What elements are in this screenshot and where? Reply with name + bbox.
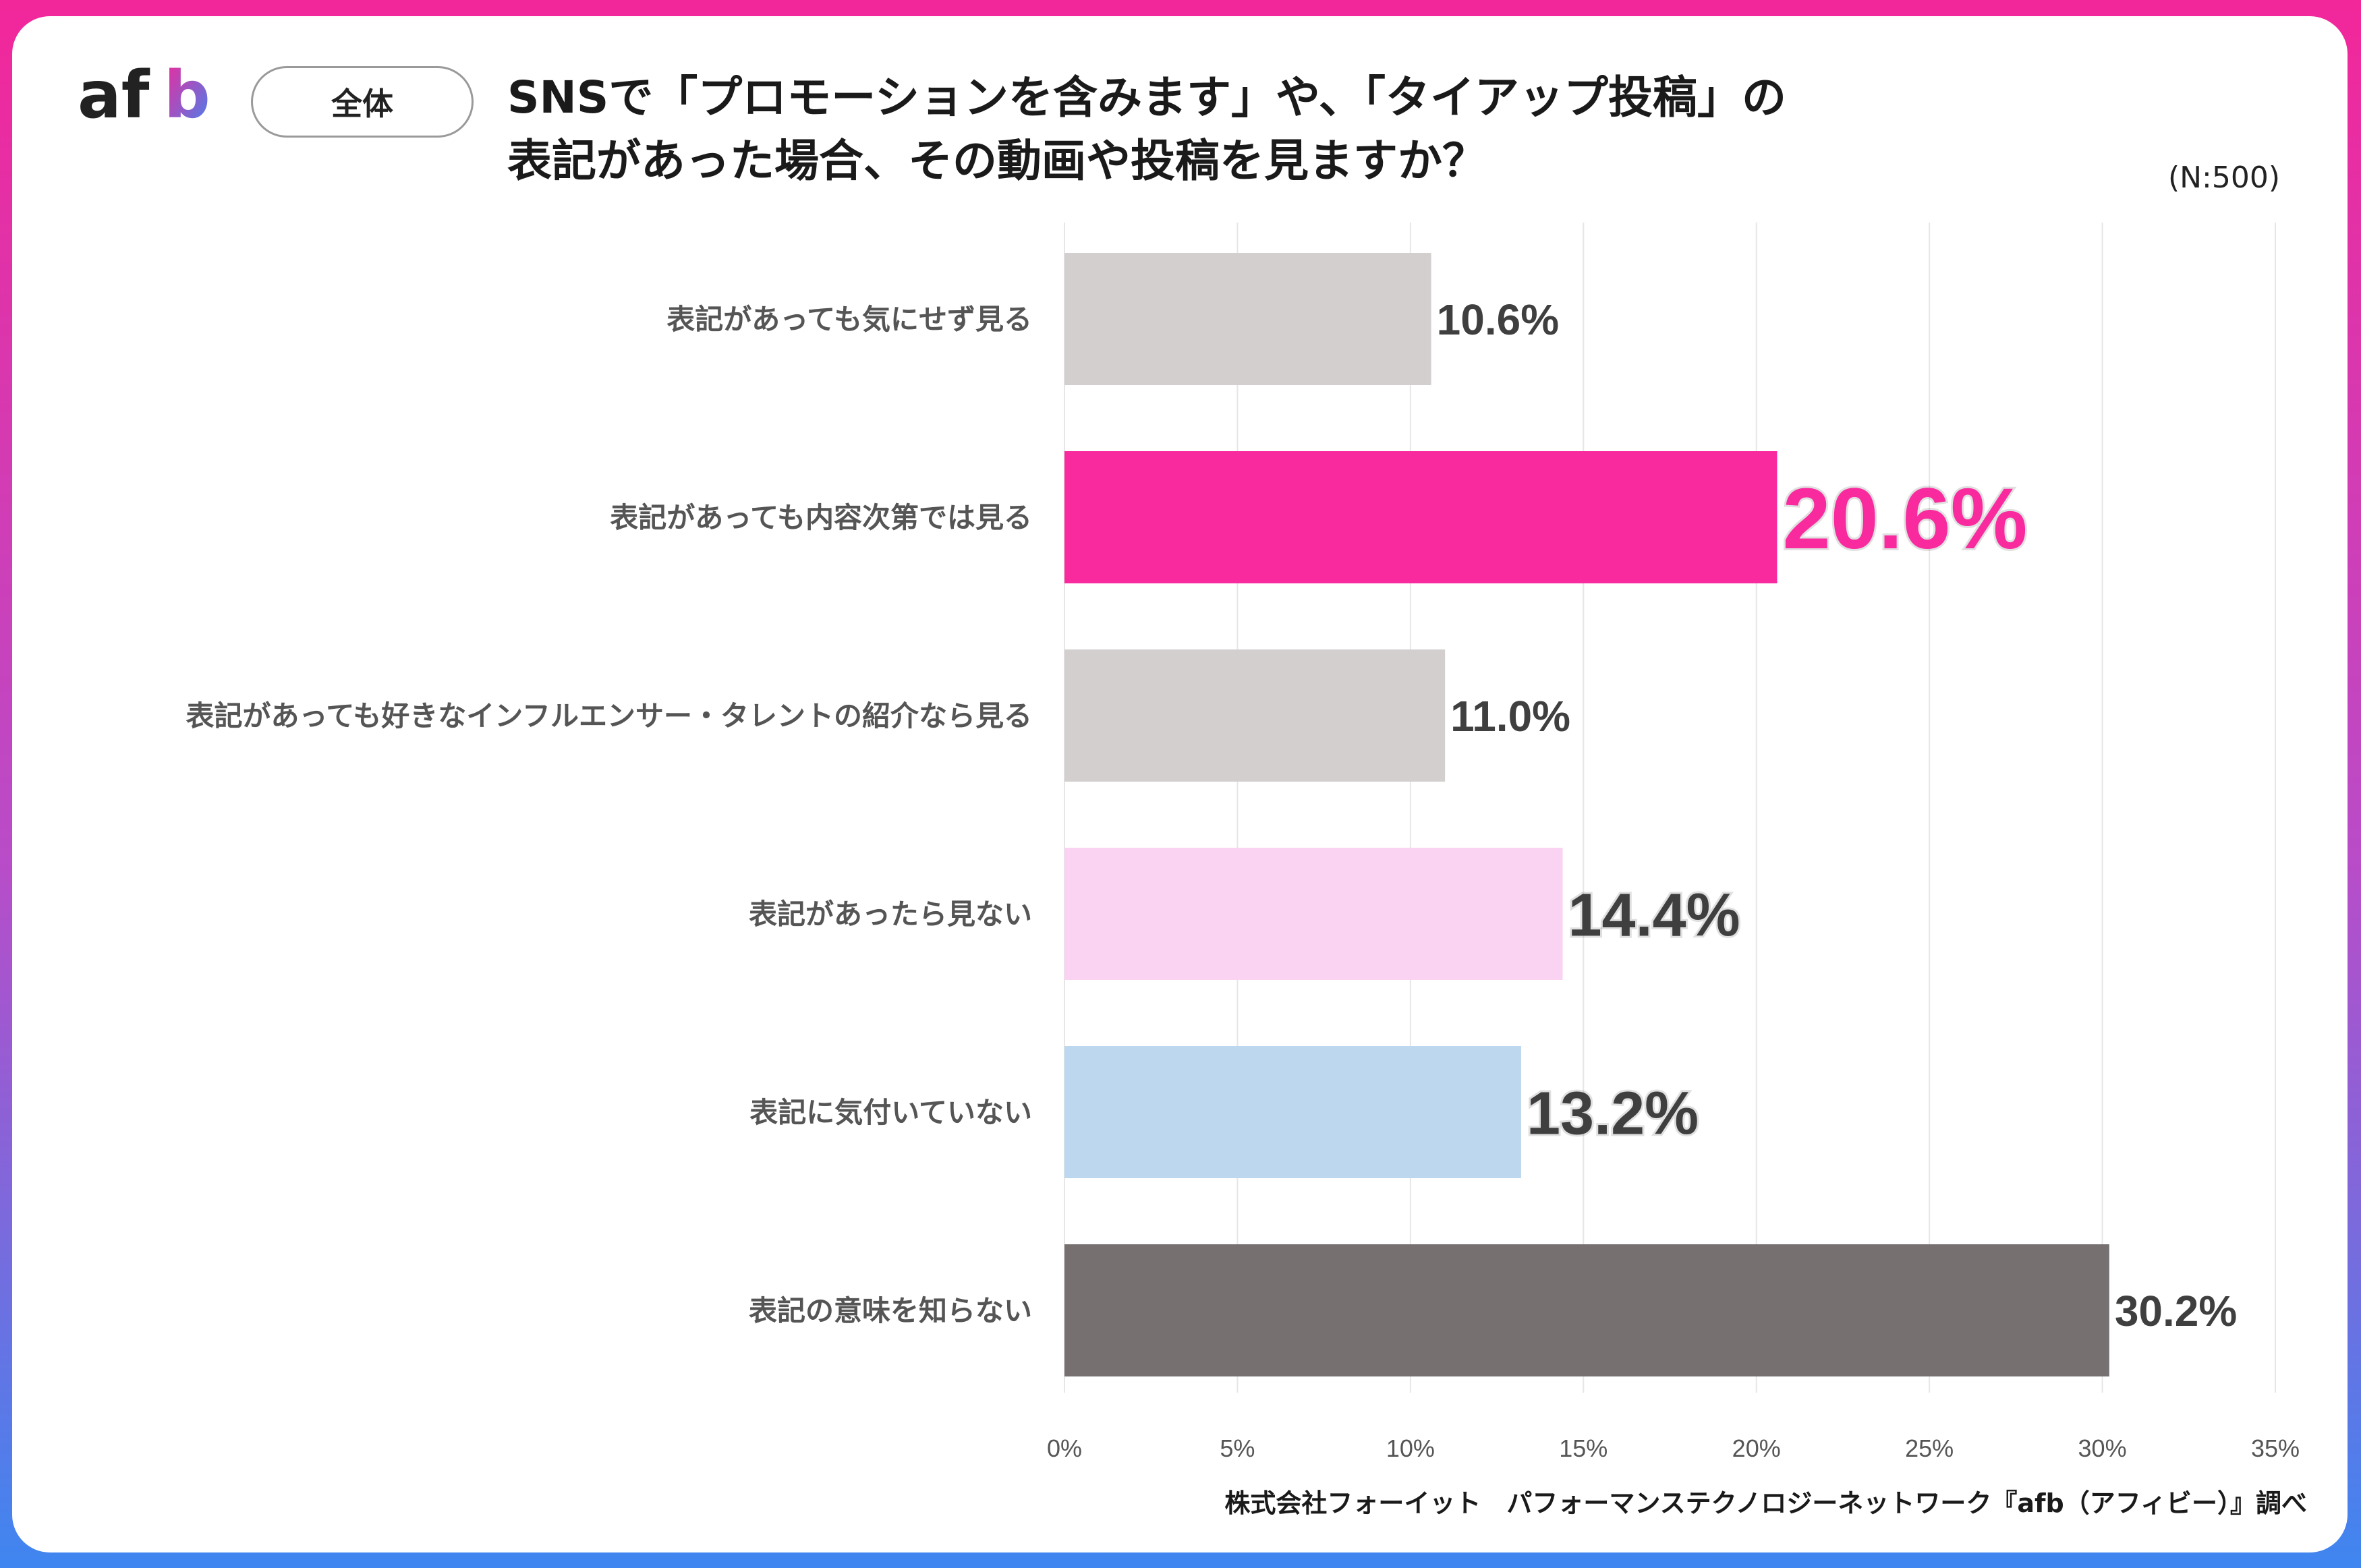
- value-label: 14.4%: [1568, 881, 1740, 949]
- segment-badge: 全体: [251, 66, 474, 138]
- bar: [1064, 1046, 1521, 1178]
- category-label: 表記があっても内容次第では見る: [610, 501, 1032, 534]
- value-label: 20.6%: [1782, 471, 2027, 567]
- x-tick-label: 0%: [1047, 1434, 1082, 1462]
- x-tick-label: 10%: [1386, 1434, 1435, 1462]
- category-label: 表記の意味を知らない: [749, 1294, 1032, 1327]
- x-tick-label: 25%: [1905, 1434, 1954, 1462]
- category-label: 表記に気付いていない: [749, 1096, 1032, 1129]
- value-label: 13.2%: [1527, 1080, 1699, 1147]
- x-tick-label: 35%: [2251, 1434, 2300, 1462]
- x-tick-label: 15%: [1559, 1434, 1608, 1462]
- chart-title: SNSで「プロモーションを含みます」や、「タイアップ投稿」の 表記があった場合、…: [507, 66, 2194, 193]
- logo-text-af: af: [78, 62, 150, 133]
- x-tick-label: 30%: [2078, 1434, 2127, 1462]
- bar: [1064, 1244, 2109, 1376]
- category-label: 表記があっても好きなインフルエンサー・タレントの紹介なら見る: [186, 699, 1032, 732]
- bar: [1064, 451, 1777, 583]
- afb-logo: af b afb: [78, 62, 210, 133]
- bar: [1064, 649, 1446, 782]
- source-credit: 株式会社フォーイット パフォーマンステクノロジーネットワーク『afb（アフィビー…: [1224, 1488, 2307, 1518]
- sample-size-label: (N:500): [2167, 161, 2280, 195]
- x-tick-label: 20%: [1732, 1434, 1781, 1462]
- category-label: 表記があっても気にせず見る: [666, 303, 1032, 336]
- value-label: 30.2%: [2115, 1287, 2237, 1335]
- value-label: 10.6%: [1437, 295, 1559, 344]
- bar: [1064, 848, 1563, 980]
- category-label: 表記があったら見ない: [749, 898, 1032, 931]
- x-tick-label: 5%: [1220, 1434, 1255, 1462]
- logo-text-b: b: [164, 62, 210, 133]
- chart-title-line1: SNSで「プロモーションを含みます」や、「タイアップ投稿」の: [507, 71, 1787, 123]
- chart-title-line2: 表記があった場合、その動画や投稿を見ますか？: [507, 135, 1487, 187]
- value-label: 11.0%: [1450, 692, 1570, 741]
- bar: [1064, 253, 1431, 385]
